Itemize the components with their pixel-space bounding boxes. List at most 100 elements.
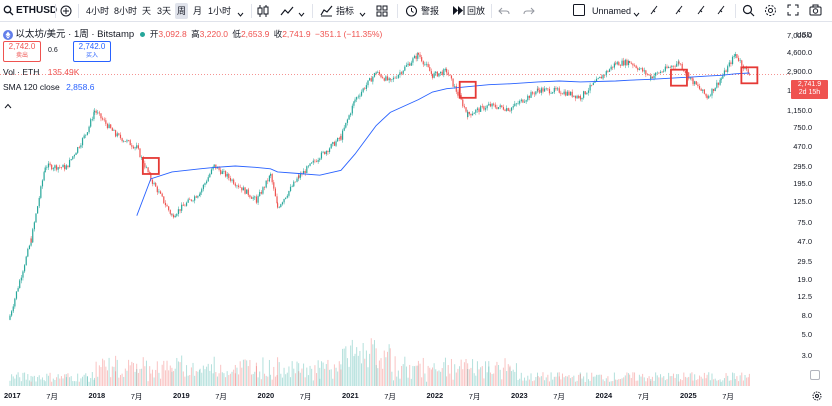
ohlc-open-value: 3,092.8: [158, 29, 187, 39]
collapse-legend-icon[interactable]: [4, 100, 12, 112]
candle-body: [216, 167, 219, 169]
candles-icon[interactable]: [257, 4, 269, 21]
chevron-down-icon[interactable]: [237, 8, 244, 20]
volume-bar: [650, 379, 652, 386]
volume-bar: [462, 369, 464, 386]
interval-1d[interactable]: 天: [142, 6, 152, 16]
candle-body: [341, 130, 344, 140]
candle-body: [106, 123, 109, 129]
ohlc-close-value: 2,741.9: [282, 29, 311, 39]
volume-bar: [375, 348, 377, 386]
indicators-button[interactable]: 指标: [336, 6, 355, 16]
volume-bar: [719, 379, 721, 386]
volume-bar: [604, 381, 606, 386]
search-icon[interactable]: [742, 4, 755, 20]
candle-body: [566, 91, 568, 96]
divider: [312, 4, 313, 18]
alert-button[interactable]: 警报: [421, 6, 440, 16]
volume-bar: [422, 357, 424, 386]
alert-clock-icon[interactable]: [405, 4, 418, 20]
interval-1w[interactable]: 周: [175, 3, 189, 19]
candle-body: [234, 185, 236, 186]
fullscreen-icon[interactable]: [787, 4, 799, 19]
candle-body: [592, 82, 594, 86]
candle-body: [362, 88, 364, 92]
interval-8h[interactable]: 8小时: [114, 6, 138, 16]
drawing-tool-icon[interactable]: [697, 5, 707, 18]
add-symbol-icon[interactable]: [60, 5, 72, 20]
volume-bar: [637, 380, 639, 386]
volume-bar: [17, 372, 19, 386]
interval-3d[interactable]: 3天: [157, 6, 172, 16]
interval-1m[interactable]: 月: [193, 6, 203, 16]
time-tick-label: 2023: [511, 391, 528, 400]
drawing-tool-icon[interactable]: [650, 5, 660, 18]
symbol-search-icon[interactable]: [3, 5, 14, 19]
replay-button[interactable]: 回放: [467, 6, 486, 16]
chevron-down-icon[interactable]: [298, 8, 305, 20]
symbol-title[interactable]: 以太坊/美元 · 1周 · Bitstamp: [15, 29, 135, 40]
log-scale-toggle[interactable]: [810, 370, 820, 380]
candle-body: [62, 164, 64, 168]
candle-body: [182, 204, 184, 206]
interval-4h[interactable]: 4小时: [86, 6, 110, 16]
volume-bar: [216, 376, 218, 386]
candle-body: [28, 245, 31, 250]
undo-icon[interactable]: [498, 6, 510, 19]
volume-bar: [197, 371, 199, 386]
candle-body: [671, 65, 673, 68]
volume-bars: [9, 338, 750, 386]
divider: [251, 4, 252, 18]
volume-bar: [239, 361, 241, 386]
candle-body: [430, 71, 432, 74]
price-chart[interactable]: [0, 24, 790, 389]
symbol-button[interactable]: ETHUSD: [16, 5, 58, 16]
volume-bar: [557, 372, 559, 386]
line-chart-icon[interactable]: [280, 5, 294, 20]
candle-body: [502, 106, 505, 110]
gear-icon[interactable]: [764, 4, 777, 20]
sma-legend[interactable]: SMA 120 close 2,858.6: [3, 82, 94, 92]
candle-body: [522, 99, 524, 103]
time-tick-label: 2024: [595, 391, 613, 400]
candle-body: [586, 92, 588, 95]
candle-body: [661, 71, 663, 73]
buy-button[interactable]: 2,742.0 买入: [73, 41, 111, 62]
volume-bar: [234, 373, 236, 386]
candle-body: [668, 67, 670, 68]
candle-body: [194, 196, 196, 201]
candle-body: [365, 85, 367, 89]
volume-legend[interactable]: Vol · ETH 135.49K: [3, 67, 79, 77]
chevron-down-icon[interactable]: [359, 8, 366, 20]
sell-button[interactable]: 2,742.0 卖出: [3, 41, 41, 62]
volume-bar: [634, 372, 636, 386]
volume-bar: [277, 357, 279, 386]
volume-bar: [264, 373, 266, 386]
redo-icon[interactable]: [523, 6, 535, 19]
interval-1h[interactable]: 1小时: [208, 6, 232, 16]
chevron-down-icon[interactable]: [633, 8, 640, 20]
currency-label[interactable]: USD: [796, 30, 812, 39]
replay-icon[interactable]: [452, 5, 465, 19]
layout-name-button[interactable]: Unnamed: [592, 6, 632, 16]
candle-body: [646, 74, 649, 75]
volume-bar: [619, 379, 621, 386]
candle-body: [519, 101, 521, 104]
drawing-tool-icon[interactable]: [675, 5, 685, 18]
volume-bar: [699, 375, 701, 386]
axis-settings-icon[interactable]: [812, 391, 822, 404]
layouts-grid-icon[interactable]: [376, 5, 388, 20]
sell-label: 卖出: [15, 53, 28, 59]
indicators-icon[interactable]: [320, 4, 333, 20]
drawing-tool-icon[interactable]: [717, 5, 727, 18]
candle-body: [177, 209, 180, 215]
candle-body: [294, 181, 297, 183]
volume-bar: [286, 372, 288, 386]
camera-icon[interactable]: [809, 4, 822, 19]
candle-body: [565, 91, 567, 96]
volume-bar: [343, 348, 345, 386]
volume-bar: [47, 375, 49, 386]
candle-body: [164, 202, 167, 206]
candle-body: [380, 74, 382, 78]
checkbox-icon[interactable]: [573, 4, 585, 19]
